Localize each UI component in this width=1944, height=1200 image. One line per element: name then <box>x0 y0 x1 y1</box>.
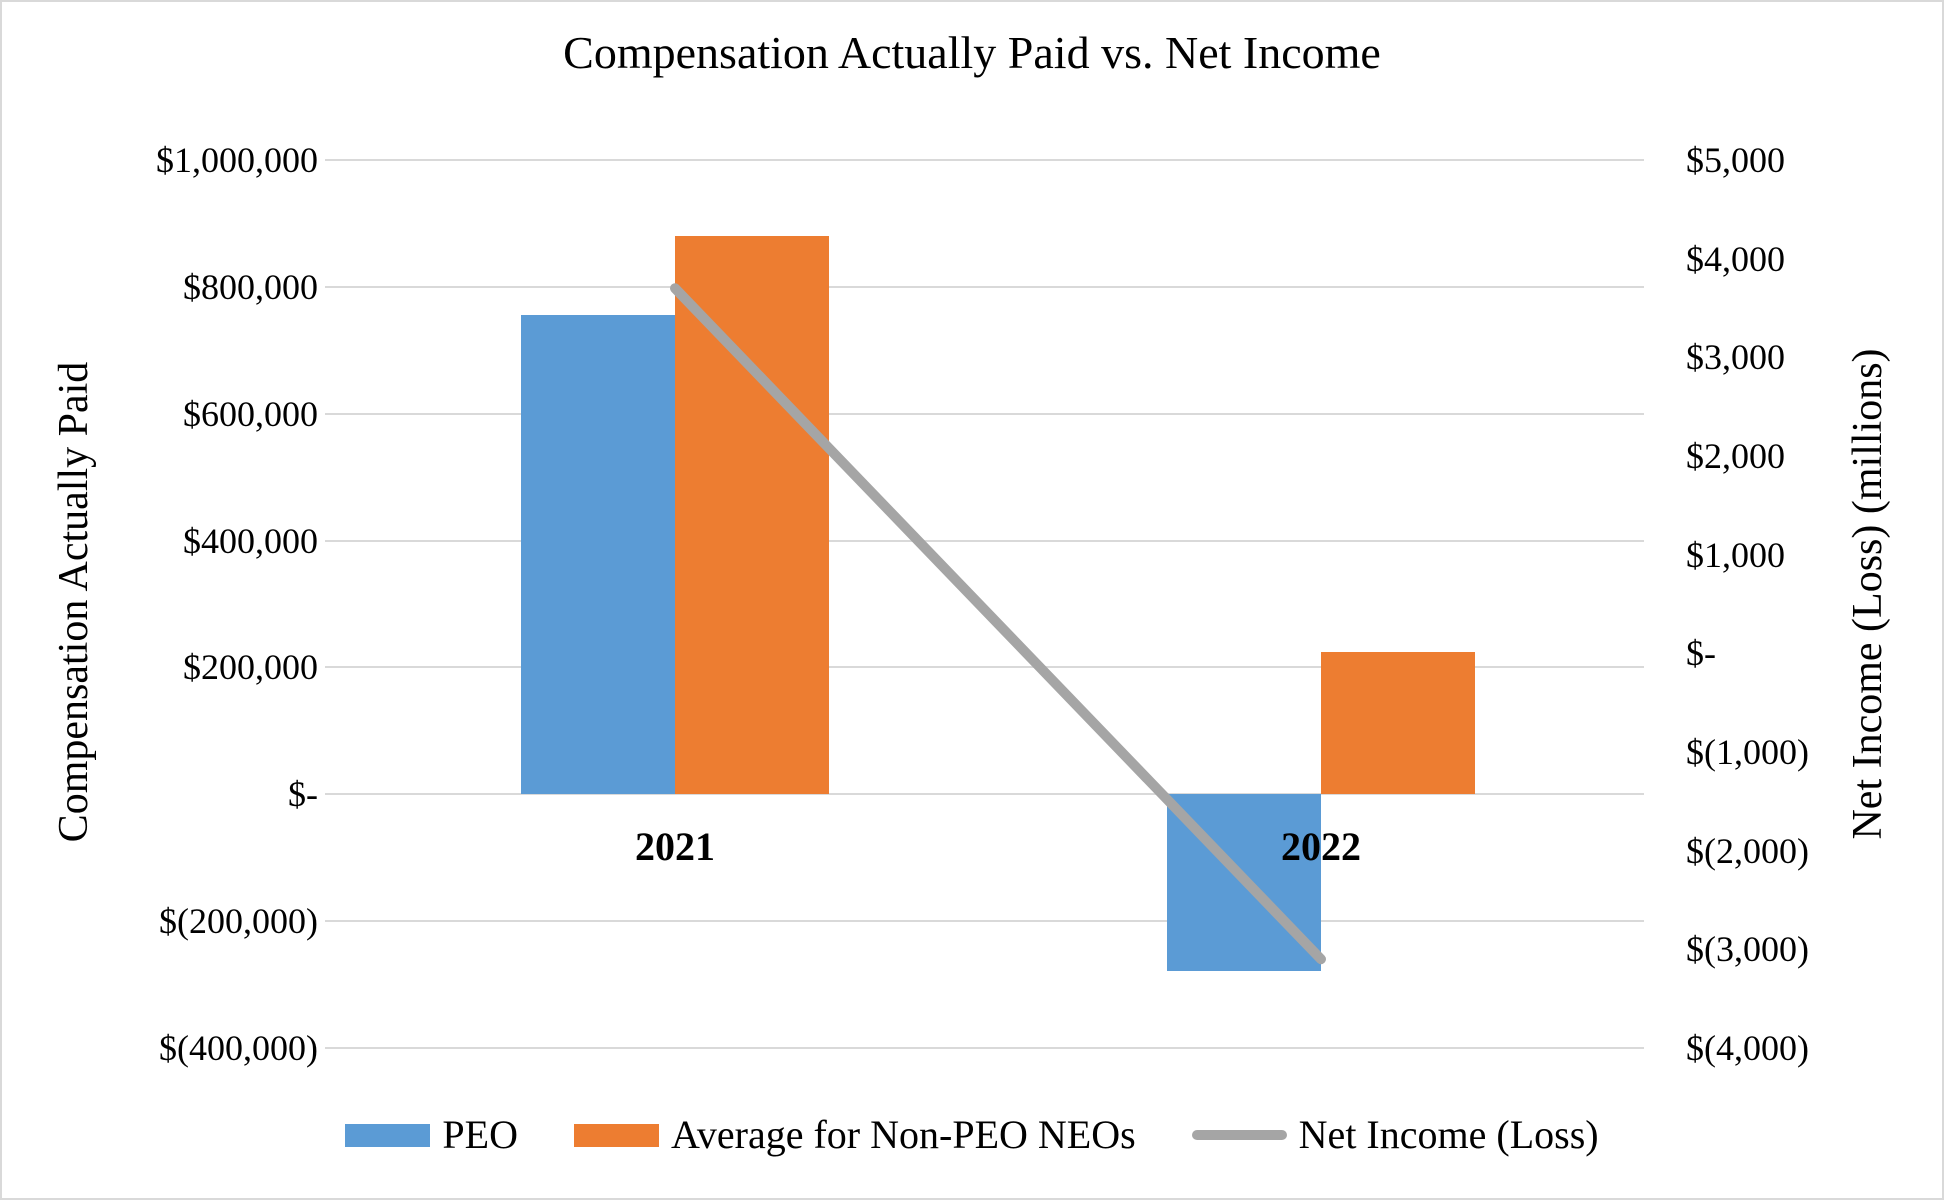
legend: PEO Average for Non-PEO NEOs Net Income (L… <box>2 1108 1942 1162</box>
legend-item-net-income-loss-: Net Income (Loss) <box>1191 1110 1599 1160</box>
bar-average-for-non-peo-neos-2021 <box>675 236 829 795</box>
legend-line-icon <box>1191 1130 1287 1140</box>
legend-item-peo: PEO <box>345 1110 518 1160</box>
right-axis-tick-label: $2,000 <box>1686 436 1785 476</box>
left-axis-tick-label: $(200,000) <box>159 901 318 942</box>
right-axis-tick-label: $3,000 <box>1686 337 1785 378</box>
left-axis-tick-label: $800,000 <box>183 266 318 307</box>
legend-label: Net Income (Loss) <box>1298 1112 1599 1157</box>
legend-label: PEO <box>442 1112 518 1157</box>
right-axis-tick-label: $(2,000) <box>1686 830 1809 871</box>
gridline <box>325 1047 1644 1049</box>
left-axis-tick-label: $(400,000) <box>159 1028 318 1068</box>
bar-average-for-non-peo-neos-2022 <box>1321 651 1475 795</box>
left-axis-tick-label: $- <box>288 774 318 815</box>
left-axis-tick-label: $1,000,000 <box>156 140 318 180</box>
legend-label: Average for Non-PEO NEOs <box>670 1112 1136 1157</box>
left-axis-tick-label: $400,000 <box>183 520 318 561</box>
gridline <box>325 285 1644 288</box>
bar-peo-2022 <box>1167 794 1321 971</box>
right-axis-title: Net Income (Loss) (millions) <box>1845 348 1891 840</box>
left-axis-tick-label: $200,000 <box>183 647 318 688</box>
chart-title: Compensation Actually Paid vs. Net Incom… <box>563 27 1381 78</box>
right-axis-tick-label: $(1,000) <box>1686 732 1809 772</box>
legend-swatch-icon <box>573 1123 659 1147</box>
category-label-2021: 2021 <box>635 824 715 870</box>
right-axis-tick-label: $4,000 <box>1686 238 1785 279</box>
bar-peo-2021 <box>521 315 675 795</box>
left-axis-tick-label: $600,000 <box>183 393 318 434</box>
right-axis-tick-label: $(4,000) <box>1686 1028 1809 1068</box>
right-axis-tick-label: $5,000 <box>1686 140 1785 180</box>
right-axis-tick-label: $1,000 <box>1686 534 1785 575</box>
gridline <box>325 159 1644 161</box>
right-axis-tick-label: $- <box>1686 633 1716 674</box>
legend-item-average-for-non-peo-neos: Average for Non-PEO NEOs <box>573 1110 1136 1160</box>
gridline <box>325 920 1644 923</box>
category-label-2022: 2022 <box>1281 824 1361 870</box>
right-axis-tick-label: $(3,000) <box>1686 929 1809 970</box>
legend-swatch-icon <box>345 1123 431 1147</box>
